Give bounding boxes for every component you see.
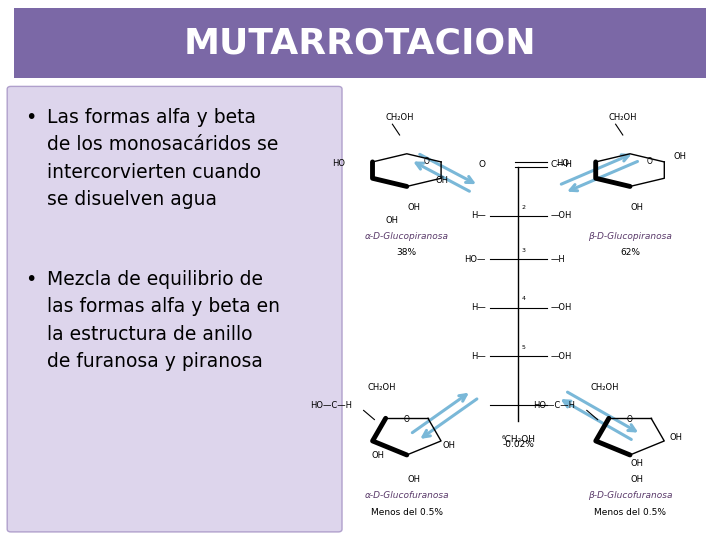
Text: O: O xyxy=(479,160,486,169)
Text: α-D-Glucofuranosa: α-D-Glucofuranosa xyxy=(364,491,449,501)
Text: HO—C—H: HO—C—H xyxy=(310,401,352,409)
Text: —OH: —OH xyxy=(551,212,572,220)
Text: 2: 2 xyxy=(522,205,526,210)
Text: HO—: HO— xyxy=(464,255,486,264)
Text: Las formas alfa y beta
de los monosacáridos se
intercorvierten cuando
se disuelv: Las formas alfa y beta de los monosacári… xyxy=(47,108,278,209)
Text: -0.02%: -0.02% xyxy=(503,440,534,449)
Text: OH: OH xyxy=(372,451,384,460)
Text: O: O xyxy=(404,415,410,424)
Text: •: • xyxy=(25,108,37,127)
Text: CH₂OH: CH₂OH xyxy=(385,112,414,122)
Text: —H: —H xyxy=(551,255,565,264)
Text: O: O xyxy=(423,157,430,166)
Text: OH: OH xyxy=(631,459,644,468)
Text: OH: OH xyxy=(631,202,644,212)
Text: 38%: 38% xyxy=(397,248,417,258)
Text: OH: OH xyxy=(436,177,449,185)
Text: 5: 5 xyxy=(522,345,526,350)
Text: OH: OH xyxy=(408,202,420,212)
Text: Mezcla de equilibrio de
las formas alfa y beta en
la estructura de anillo
de fur: Mezcla de equilibrio de las formas alfa … xyxy=(47,270,280,371)
Text: MUTARROTACION: MUTARROTACION xyxy=(184,26,536,60)
Text: OH: OH xyxy=(386,216,399,225)
Text: —OH: —OH xyxy=(551,303,572,312)
Text: —OH: —OH xyxy=(551,352,572,361)
Text: OH: OH xyxy=(631,475,644,484)
Text: α-D-Glucopiranosa: α-D-Glucopiranosa xyxy=(365,232,449,241)
Text: OH: OH xyxy=(673,152,686,161)
Text: O: O xyxy=(627,415,633,424)
Text: 3: 3 xyxy=(522,248,526,253)
Bar xyxy=(14,8,706,78)
Text: Menos del 0.5%: Menos del 0.5% xyxy=(371,508,443,517)
Text: OH: OH xyxy=(670,433,683,442)
Text: β-D-Glucofuranosa: β-D-Glucofuranosa xyxy=(588,491,672,501)
Text: ⁶CH₂OH: ⁶CH₂OH xyxy=(501,435,536,444)
Text: C—H: C—H xyxy=(551,160,573,169)
Text: HO—C—H: HO—C—H xyxy=(534,401,575,409)
Text: H—: H— xyxy=(472,212,486,220)
Text: HO: HO xyxy=(556,159,569,168)
Text: CH₂OH: CH₂OH xyxy=(367,382,396,392)
Text: 62%: 62% xyxy=(620,248,640,258)
Text: OH: OH xyxy=(408,475,420,484)
Text: CH₂OH: CH₂OH xyxy=(608,112,637,122)
Text: β-D-Glucopiranosa: β-D-Glucopiranosa xyxy=(588,232,672,241)
Text: H—: H— xyxy=(472,303,486,312)
Text: O: O xyxy=(647,157,653,166)
Text: HO: HO xyxy=(333,159,346,168)
Text: H—: H— xyxy=(472,352,486,361)
Text: 4: 4 xyxy=(522,296,526,301)
Text: OH: OH xyxy=(443,441,456,450)
Text: Menos del 0.5%: Menos del 0.5% xyxy=(594,508,666,517)
Text: •: • xyxy=(25,270,37,289)
Text: CH₂OH: CH₂OH xyxy=(590,382,619,392)
FancyBboxPatch shape xyxy=(7,86,342,532)
